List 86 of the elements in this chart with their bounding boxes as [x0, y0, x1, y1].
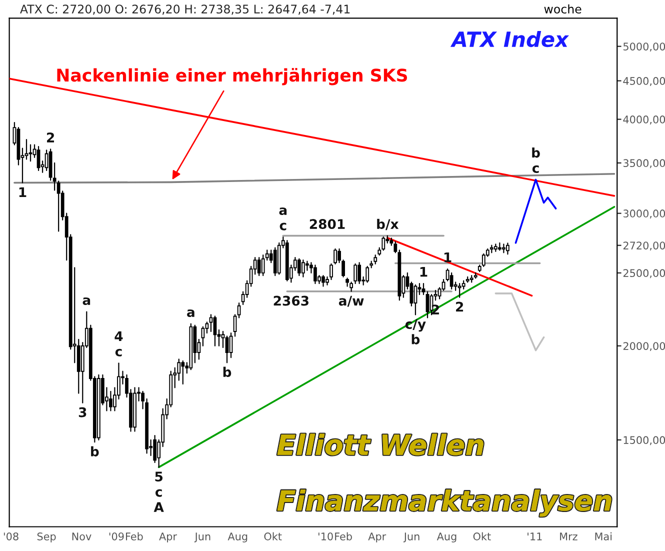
annotation: a: [279, 207, 287, 216]
candlestick: [358, 262, 362, 284]
annotation: c: [532, 165, 539, 173]
candlestick: [306, 260, 309, 271]
candlestick: [334, 248, 337, 264]
y-tick-label: 1500,00: [624, 436, 665, 446]
candlestick: [229, 332, 233, 358]
candlestick: [458, 283, 462, 298]
annotation: Elliott Wellen: [277, 434, 484, 456]
x-tick-label: '11: [528, 532, 542, 540]
x-tick-label: '10: [318, 532, 333, 540]
annotation: c/y: [405, 319, 426, 332]
x-tick-label: Aug: [228, 532, 248, 542]
annotation: c: [155, 489, 162, 497]
annotation: b: [223, 366, 232, 378]
chart-subtitle: ATX C: 2720,00 O: 2676,20 H: 2738,35 L: 2647,64 -7,41: [20, 4, 350, 15]
annotation: b/x: [377, 218, 399, 230]
annotation: a: [82, 297, 90, 306]
candlestick: [302, 260, 305, 278]
y-tick-label: 2000,00: [623, 342, 665, 352]
annotation: c: [280, 222, 286, 230]
annotation: A: [154, 502, 164, 512]
annotation: 2: [47, 132, 54, 142]
candlestick: [506, 242, 510, 255]
candlestick: [422, 283, 426, 296]
x-tick-label: '09: [109, 532, 124, 540]
x-tick-label: Okt: [264, 532, 282, 540]
x-tick-label: Mai: [595, 532, 612, 540]
candlestick: [297, 258, 301, 276]
annotation: 2363: [274, 296, 308, 306]
candlestick: [350, 282, 353, 292]
y-tick-label: 5000,00: [623, 42, 665, 52]
annotation: 1: [420, 267, 428, 277]
candlestick: [201, 326, 205, 346]
annotation: 3: [78, 407, 86, 418]
x-tick-label: Jun: [194, 532, 210, 542]
annotation: 2801: [310, 219, 345, 230]
candlestick: [314, 264, 317, 284]
x-tick-label: Feb: [335, 532, 352, 540]
annotation: 4: [114, 331, 123, 341]
line-series: [514, 178, 557, 244]
y-tick-label: 2720,00: [623, 242, 665, 251]
annotation: a/w: [338, 296, 364, 307]
x-tick-label: Apr: [159, 532, 178, 542]
annotation: a: [187, 309, 194, 318]
candlestick: [153, 435, 157, 464]
candlestick: [366, 266, 370, 283]
x-tick-label: '08: [4, 532, 18, 540]
x-tick-label: Apr: [368, 532, 386, 542]
x-tick-label: Feb: [126, 532, 143, 540]
annotation: c: [115, 348, 122, 356]
annotation: b: [532, 147, 540, 158]
candlestick: [354, 263, 358, 284]
x-tick-label: Nov: [72, 532, 92, 540]
x-tick-label: Sep: [37, 532, 56, 542]
text: woche: [544, 4, 582, 14]
annotation: b: [412, 334, 420, 344]
candlestick: [209, 314, 213, 332]
annotation: 2: [456, 302, 464, 312]
x-tick-label: Mrz: [560, 532, 578, 540]
candlestick: [213, 316, 217, 346]
candlestick: [24, 138, 28, 160]
annotation: 5: [155, 472, 162, 482]
y-tick-label: 4000,00: [623, 116, 665, 124]
candlestick: [109, 390, 112, 412]
candlestick: [322, 274, 325, 287]
annotation: Finanzmarktanalysen: [277, 489, 612, 517]
candlestick: [36, 146, 40, 172]
candlestick: [233, 314, 237, 337]
y-tick-label: 3500,00: [623, 159, 665, 168]
candlestick: [56, 180, 60, 232]
x-tick-label: Okt: [473, 532, 491, 540]
candlestick: [450, 272, 454, 290]
annotation: Nackenlinie einer mehrjährigen SKS: [57, 68, 408, 86]
y-tick-label: 3000,00: [623, 210, 665, 218]
x-tick-label: Aug: [436, 532, 456, 542]
candlestick: [181, 360, 185, 385]
annotation: 1: [19, 187, 26, 197]
y-tick-label: 4500,00: [623, 77, 665, 86]
candlestick: [273, 247, 277, 276]
text: ATX Index: [450, 30, 570, 48]
x-tick-label: Jun: [403, 532, 420, 542]
candlestick: [257, 257, 261, 276]
annotation: 1: [444, 252, 452, 262]
y-tick-label: 2500,00: [623, 269, 665, 278]
annotation: b: [91, 446, 99, 456]
